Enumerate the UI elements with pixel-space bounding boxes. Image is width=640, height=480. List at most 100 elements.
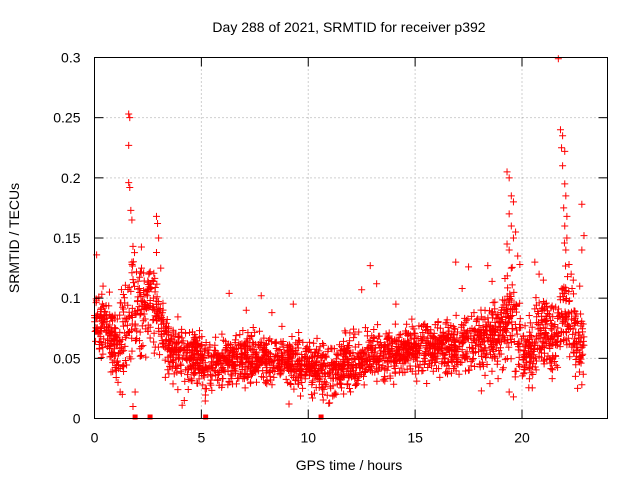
data-point [493,339,501,347]
data-point [443,370,451,378]
data-point [343,355,351,363]
data-point [505,210,513,218]
data-point [150,316,158,324]
data-point [544,310,552,318]
data-point [245,358,253,366]
data-point [116,328,124,336]
data-point [578,246,586,254]
data-point [239,372,247,380]
data-point [554,324,562,332]
data-point [351,381,359,389]
data-point [411,351,419,359]
data-point [222,345,230,353]
data-point [508,325,516,333]
data-point [123,315,131,323]
data-point [365,356,373,364]
data-point [266,356,274,364]
data-point [514,346,522,354]
data-point [252,363,260,371]
data-point [561,147,569,155]
data-point [545,311,553,319]
data-point [572,329,580,337]
data-point [392,300,400,308]
data-point [146,299,154,307]
data-point [350,371,358,379]
data-point [158,309,166,317]
zero-marker [132,414,138,420]
data-point [423,379,431,387]
data-point [218,349,226,357]
data-point [123,361,131,369]
data-point [289,350,297,358]
data-point [417,337,425,345]
data-point [329,382,337,390]
data-point [136,352,144,360]
data-point [160,340,168,348]
data-point [297,392,305,400]
data-point [537,329,545,337]
data-point [320,341,328,349]
data-point [131,249,139,257]
data-point [156,351,164,359]
data-point [288,333,296,341]
data-point [561,180,569,188]
data-point [184,386,192,394]
data-point [152,212,160,220]
y-tick-label: 0.25 [53,110,80,126]
data-point [127,206,135,214]
data-point [552,361,560,369]
data-point [562,262,570,270]
data-point [483,349,491,357]
data-point [238,340,246,348]
data-point [479,362,487,370]
data-point [547,304,555,312]
data-point [422,323,430,331]
data-point [192,333,200,341]
data-point [132,310,140,318]
data-point [373,356,381,364]
data-point [472,341,480,349]
data-point [136,311,144,319]
data-point [381,348,389,356]
data-point [284,379,292,387]
data-point [149,306,157,314]
data-point [219,363,227,371]
data-point [578,325,586,333]
data-point [299,338,307,346]
data-point [293,341,301,349]
data-point [377,339,385,347]
data-point [570,339,578,347]
y-tick-label: 0 [73,411,81,427]
data-point [325,399,333,407]
data-point [192,349,200,357]
data-point [263,377,271,385]
data-point [353,352,361,360]
data-point [408,323,416,331]
data-point [142,290,150,298]
data-point [226,352,234,360]
data-point [193,379,201,387]
data-point [347,349,355,357]
data-point [487,327,495,335]
data-point [92,327,100,335]
data-point [163,329,171,337]
data-point [128,269,136,277]
data-point [462,367,470,375]
data-point [157,332,165,340]
data-point [490,347,498,355]
data-point [131,388,139,396]
data-point [234,374,242,382]
data-point [136,273,144,281]
data-point [540,349,548,357]
data-point [346,368,354,376]
data-point [281,359,289,367]
data-point [489,299,497,307]
data-point [462,334,470,342]
data-point [554,309,562,317]
data-point [368,368,376,376]
data-point [374,367,382,375]
data-point [265,336,273,344]
data-point [424,363,432,371]
data-point [109,335,117,343]
data-point [397,364,405,372]
